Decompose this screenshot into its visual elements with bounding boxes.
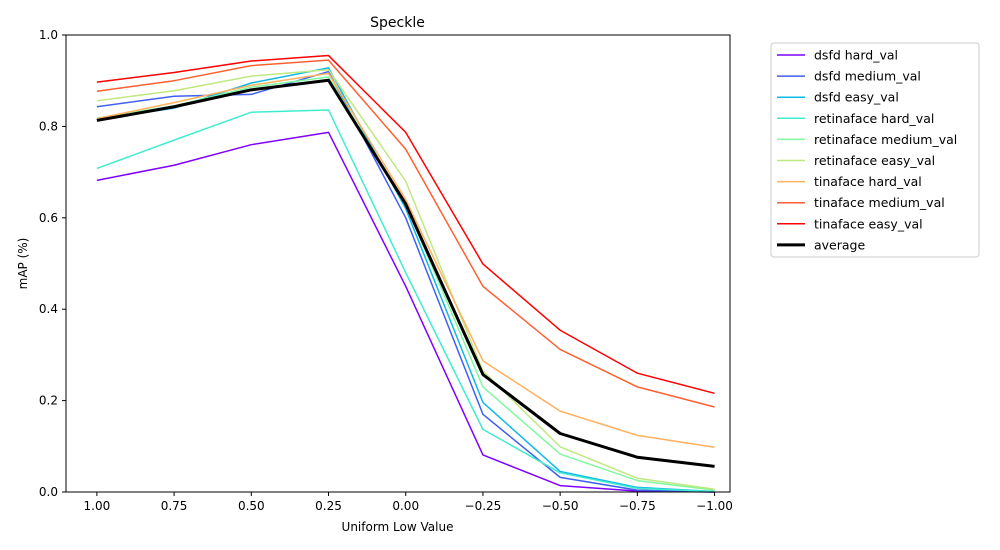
- x-tick-label: −0.75: [619, 499, 656, 513]
- x-tick-label: 1.00: [84, 499, 111, 513]
- legend-label: retinaface medium_val: [814, 132, 957, 147]
- y-tick-label: 0.6: [39, 211, 58, 225]
- x-tick-label: −1.00: [696, 499, 733, 513]
- series-line-tinaface-hard-val: [96, 72, 715, 448]
- series-line-average: [96, 78, 715, 468]
- legend-box: [770, 42, 980, 258]
- legend-label: tinaface easy_val: [814, 216, 923, 231]
- y-axis-label: mAP (%): [16, 238, 30, 290]
- legend-label: retinaface hard_val: [814, 111, 934, 126]
- legend-label: dsfd medium_val: [814, 69, 921, 84]
- x-axis: 1.00 0.75 0.50 0.25 0.00 −0.25 −0.50 −0.75 −1.00: [84, 492, 733, 513]
- legend-label: dsfd hard_val: [814, 48, 898, 63]
- x-tick-label: 0.25: [315, 499, 342, 513]
- series-line-dsfd-medium-val: [96, 70, 715, 493]
- series-line-retinaface-medium-val: [96, 76, 715, 491]
- y-tick-label: 0.8: [39, 119, 58, 133]
- legend-label: tinaface medium_val: [814, 195, 945, 210]
- x-tick-label: 0.50: [238, 499, 265, 513]
- plot-frame: [65, 34, 731, 493]
- series-line-dsfd-hard-val: [96, 131, 715, 493]
- y-tick-label: 1.0: [39, 28, 58, 42]
- series-line-tinaface-medium-val: [96, 59, 715, 408]
- y-tick-label: 0.4: [39, 302, 58, 316]
- series-line-retinaface-easy-val: [96, 68, 715, 491]
- x-axis-label: Uniform Low Value: [342, 520, 454, 534]
- plot-area: [65, 34, 731, 493]
- y-axis: 0.0 0.2 0.4 0.6 0.8 1.0: [39, 28, 66, 499]
- y-tick-label: 0.0: [39, 485, 58, 499]
- chart-title: Speckle: [370, 15, 425, 31]
- legend-label: average: [814, 237, 865, 252]
- series-line-tinaface-easy-val: [96, 54, 715, 395]
- legend-label: tinaface hard_val: [814, 174, 922, 189]
- legend-label: retinaface easy_val: [814, 153, 935, 168]
- x-tick-label: −0.25: [465, 499, 502, 513]
- y-tick-label: 0.2: [39, 394, 58, 408]
- x-tick-label: 0.75: [161, 499, 188, 513]
- series-line-retinaface-hard-val: [96, 109, 715, 493]
- x-tick-label: −0.50: [542, 499, 579, 513]
- x-tick-label: 0.00: [392, 499, 419, 513]
- legend-label: dsfd easy_val: [814, 90, 899, 105]
